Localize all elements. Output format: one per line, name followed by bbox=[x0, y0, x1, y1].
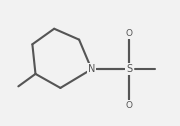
Text: N: N bbox=[88, 64, 95, 74]
Text: O: O bbox=[125, 101, 132, 109]
Text: S: S bbox=[126, 64, 132, 74]
Text: O: O bbox=[125, 29, 132, 38]
